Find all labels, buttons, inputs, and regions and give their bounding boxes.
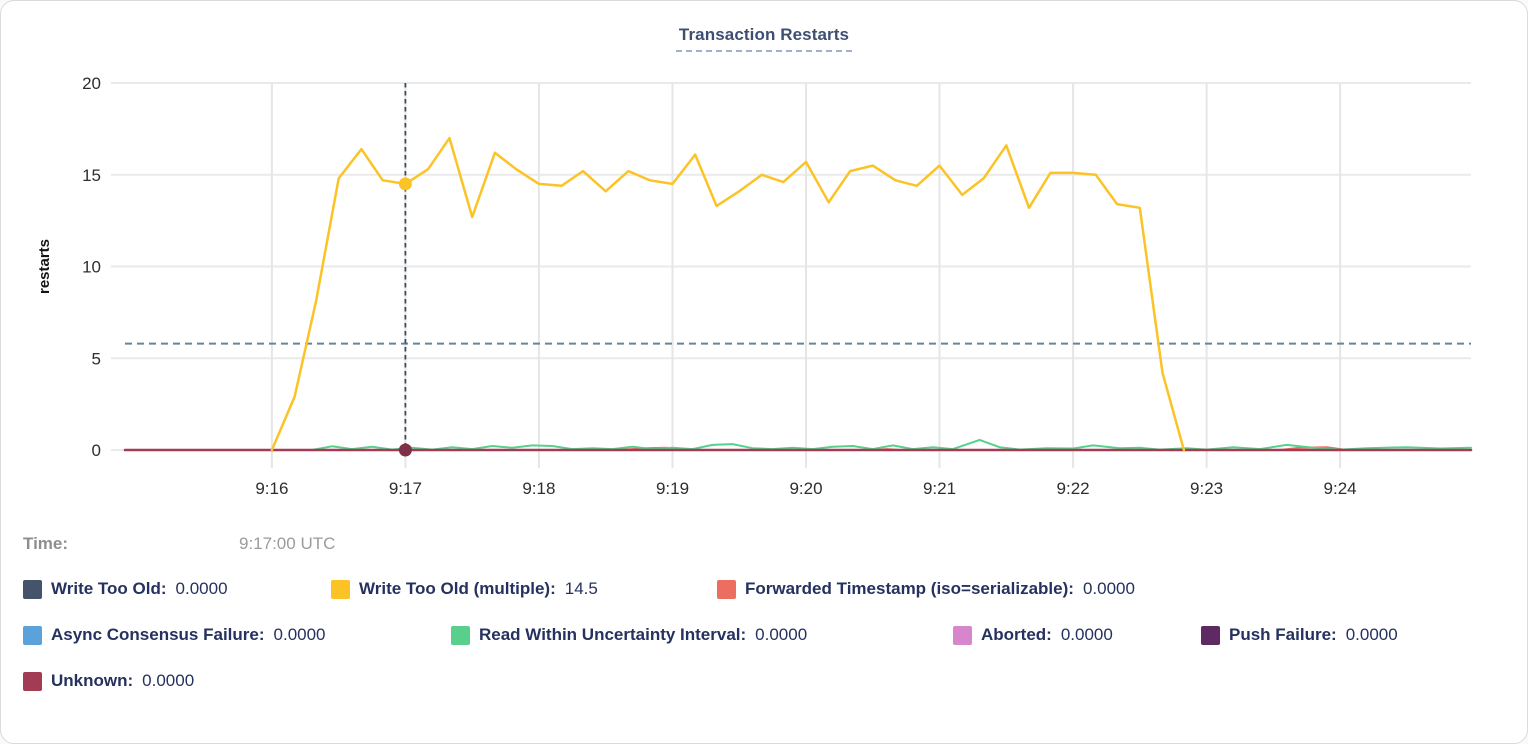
svg-text:9:18: 9:18 — [522, 479, 555, 498]
legend-label: Push Failure: — [1229, 625, 1337, 644]
legend-item-forwarded-timestamp: Forwarded Timestamp (iso=serializable): … — [717, 579, 1135, 599]
legend-value: 0.0000 — [142, 671, 195, 690]
hover-time-label: Time: — [23, 534, 69, 553]
svg-text:9:22: 9:22 — [1057, 479, 1090, 498]
legend-row-3: Unknown: 0.0000 — [1, 670, 1527, 692]
svg-text:10: 10 — [82, 258, 101, 277]
legend-value: 0.0000 — [1060, 625, 1113, 644]
legend-item-unknown: Unknown: 0.0000 — [23, 671, 194, 691]
svg-text:9:16: 9:16 — [255, 479, 288, 498]
chart-title-row: Transaction Restarts — [1, 1, 1527, 53]
legend-label: Unknown: — [51, 671, 134, 690]
legend-item-push-failure: Push Failure: 0.0000 — [1201, 625, 1398, 645]
legend-swatch — [953, 625, 972, 645]
legend-label: Read Within Uncertainty Interval: — [479, 625, 747, 644]
legend-label: Write Too Old: — [51, 579, 167, 598]
legend-label: Forwarded Timestamp (iso=serializable): — [745, 579, 1074, 598]
legend-swatch — [23, 579, 42, 599]
legend-value: 0.0000 — [1082, 579, 1135, 598]
svg-text:15: 15 — [82, 166, 101, 185]
svg-text:9:20: 9:20 — [789, 479, 822, 498]
legend-row-1: Write Too Old: 0.0000 Write Too Old (mul… — [1, 578, 1527, 600]
legend-label: Write Too Old (multiple): — [359, 579, 556, 598]
svg-text:9:23: 9:23 — [1190, 479, 1223, 498]
svg-text:9:17: 9:17 — [389, 479, 422, 498]
legend-item-aborted: Aborted: 0.0000 — [953, 625, 1201, 645]
legend-item-write-too-old-multiple: Write Too Old (multiple): 14.5 — [331, 579, 717, 599]
svg-text:restarts: restarts — [36, 239, 53, 294]
legend-value: 0.0000 — [1345, 625, 1398, 644]
legend-swatch — [717, 579, 736, 599]
svg-text:9:24: 9:24 — [1324, 479, 1357, 498]
legend-value: 14.5 — [564, 579, 598, 598]
hover-time-value: 9:17:00 UTC — [239, 534, 336, 553]
legend-label: Aborted: — [981, 625, 1052, 644]
legend-item-async-consensus-failure: Async Consensus Failure: 0.0000 — [23, 625, 451, 645]
hover-time-row: Time: 9:17:00 UTC — [1, 534, 1527, 554]
legend-swatch — [451, 625, 470, 645]
legend-value: 0.0000 — [273, 625, 326, 644]
svg-text:9:21: 9:21 — [923, 479, 956, 498]
chart-title[interactable]: Transaction Restarts — [675, 25, 853, 52]
legend-swatch — [23, 671, 42, 691]
svg-text:9:19: 9:19 — [656, 479, 689, 498]
svg-text:5: 5 — [92, 349, 101, 368]
svg-text:20: 20 — [82, 74, 101, 93]
legend-swatch — [331, 579, 350, 599]
legend-row-2: Async Consensus Failure: 0.0000 Read Wit… — [1, 624, 1527, 646]
legend-value: 0.0000 — [175, 579, 228, 598]
legend-swatch — [23, 625, 42, 645]
transaction-restarts-chart[interactable]: 0 5 10 15 20 9:16 9:17 9:18 9:19 9:20 9:21 9:22 9:23… — [1, 53, 1528, 508]
legend-label: Async Consensus Failure: — [51, 625, 265, 644]
legend-item-read-within-uncertainty: Read Within Uncertainty Interval: 0.0000 — [451, 625, 953, 645]
legend-value: 0.0000 — [755, 625, 808, 644]
legend-swatch — [1201, 625, 1220, 645]
legend-item-write-too-old: Write Too Old: 0.0000 — [23, 579, 331, 599]
svg-text:0: 0 — [92, 441, 101, 460]
